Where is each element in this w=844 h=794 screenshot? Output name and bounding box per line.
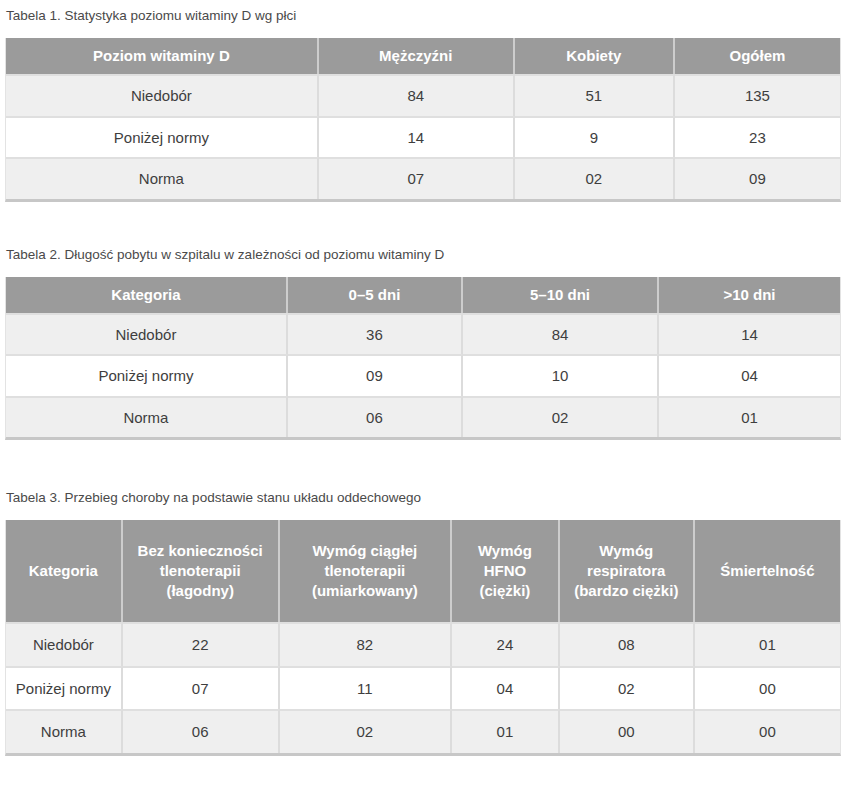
table-2-title: Tabela 2. Długość pobytu w szpitalu w za… xyxy=(6,247,841,264)
table-cell: 51 xyxy=(515,74,675,116)
row-label: Norma xyxy=(6,157,319,199)
column-header: Kategoria xyxy=(6,520,123,622)
table-row: Norma 06 02 01 xyxy=(6,396,840,438)
table-section-1: Tabela 1. Statystyka poziomu witaminy D … xyxy=(5,8,841,202)
table-header-row: Kategoria 0–5 dni 5–10 dni >10 dni xyxy=(6,277,840,313)
column-header: Bez konieczności tlenoterapii (łagodny) xyxy=(123,520,280,622)
table-3-title: Tabela 3. Przebieg choroby na podstawie … xyxy=(6,490,841,507)
table-cell: 135 xyxy=(675,74,840,116)
column-header: >10 dni xyxy=(659,277,840,313)
table-cell: 08 xyxy=(560,622,695,666)
column-header: 0–5 dni xyxy=(288,277,463,313)
table-cell: 14 xyxy=(659,313,840,355)
column-header: Kobiety xyxy=(515,38,675,74)
column-header: Mężczyźni xyxy=(319,38,515,74)
row-label: Poniżej normy xyxy=(6,666,123,710)
table-row: Niedobór 22 82 24 08 01 xyxy=(6,622,840,666)
table-cell: 24 xyxy=(452,622,560,666)
table-3-disease-course: Kategoria Bez konieczności tlenoterapii … xyxy=(5,520,841,756)
table-cell: 22 xyxy=(123,622,280,666)
table-row: Poniżej normy 14 9 23 xyxy=(6,116,840,158)
table-cell: 04 xyxy=(659,354,840,396)
table-cell: 10 xyxy=(463,354,659,396)
table-cell: 06 xyxy=(288,396,463,438)
table-section-2: Tabela 2. Długość pobytu w szpitalu w za… xyxy=(5,247,841,441)
table-cell: 02 xyxy=(463,396,659,438)
table-cell: 84 xyxy=(319,74,515,116)
column-header: Wymóg respiratora (bardzo ciężki) xyxy=(560,520,695,622)
table-cell: 36 xyxy=(288,313,463,355)
table-cell: 82 xyxy=(280,622,453,666)
row-label: Niedobór xyxy=(6,74,319,116)
table-row: Norma 07 02 09 xyxy=(6,157,840,199)
table-cell: 14 xyxy=(319,116,515,158)
table-2-hospital-stay: Kategoria 0–5 dni 5–10 dni >10 dni Niedo… xyxy=(5,277,841,441)
table-row: Norma 06 02 01 00 00 xyxy=(6,709,840,753)
table-row: Poniżej normy 09 10 04 xyxy=(6,354,840,396)
table-cell: 00 xyxy=(695,709,840,753)
column-header: 5–10 dni xyxy=(463,277,659,313)
table-cell: 07 xyxy=(319,157,515,199)
table-cell: 23 xyxy=(675,116,840,158)
table-cell: 09 xyxy=(675,157,840,199)
table-header-row: Kategoria Bez konieczności tlenoterapii … xyxy=(6,520,840,622)
table-cell: 07 xyxy=(123,666,280,710)
table-cell: 9 xyxy=(515,116,675,158)
table-cell: 02 xyxy=(280,709,453,753)
row-label: Niedobór xyxy=(6,622,123,666)
column-header: Ogółem xyxy=(675,38,840,74)
table-cell: 06 xyxy=(123,709,280,753)
column-header: Śmiertelność xyxy=(695,520,840,622)
table-cell: 00 xyxy=(695,666,840,710)
column-header: Wymóg HFNO (ciężki) xyxy=(452,520,560,622)
table-cell: 02 xyxy=(560,666,695,710)
table-row: Niedobór 84 51 135 xyxy=(6,74,840,116)
table-cell: 11 xyxy=(280,666,453,710)
table-cell: 01 xyxy=(659,396,840,438)
table-cell: 84 xyxy=(463,313,659,355)
table-row: Niedobór 36 84 14 xyxy=(6,313,840,355)
row-label: Norma xyxy=(6,396,288,438)
table-row: Poniżej normy 07 11 04 02 00 xyxy=(6,666,840,710)
table-cell: 01 xyxy=(452,709,560,753)
table-cell: 00 xyxy=(560,709,695,753)
table-1-vitamin-d-by-sex: Poziom witaminy D Mężczyźni Kobiety Ogół… xyxy=(5,38,841,202)
row-label: Norma xyxy=(6,709,123,753)
table-1-title: Tabela 1. Statystyka poziomu witaminy D … xyxy=(6,8,841,25)
table-cell: 04 xyxy=(452,666,560,710)
column-header: Poziom witaminy D xyxy=(6,38,319,74)
column-header: Kategoria xyxy=(6,277,288,313)
row-label: Poniżej normy xyxy=(6,354,288,396)
table-cell: 01 xyxy=(695,622,840,666)
table-cell: 02 xyxy=(515,157,675,199)
row-label: Poniżej normy xyxy=(6,116,319,158)
paper-tables-page: Tabela 1. Statystyka poziomu witaminy D … xyxy=(0,0,844,776)
column-header: Wymóg ciągłej tlenoterapii (umiarkowany) xyxy=(280,520,453,622)
row-label: Niedobór xyxy=(6,313,288,355)
table-cell: 09 xyxy=(288,354,463,396)
table-header-row: Poziom witaminy D Mężczyźni Kobiety Ogół… xyxy=(6,38,840,74)
table-section-3: Tabela 3. Przebieg choroby na podstawie … xyxy=(5,490,841,755)
